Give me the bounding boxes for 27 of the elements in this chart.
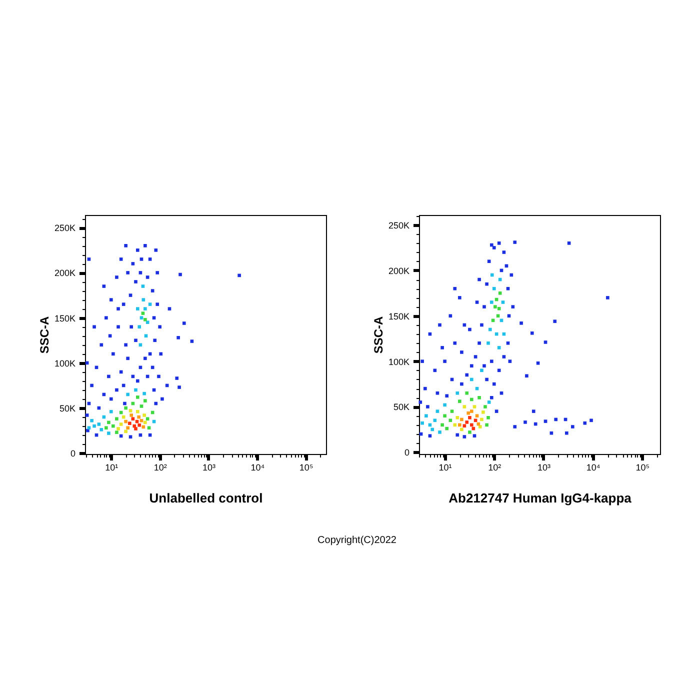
x-tick-label: 10⁴ [250,462,265,472]
y-axis-title: SSC-A [371,316,386,354]
y-tick-label: 250K [388,220,410,230]
x-tick-label: 10² [488,462,502,472]
y-tick-label: 200K [54,268,76,278]
y-tick-label: 100K [388,356,410,367]
y-tick-label: 200K [388,266,410,276]
x-tick-label: 10² [154,462,167,472]
y-tick-label: 150K [388,311,410,322]
y-tick-label: 100K [54,358,76,368]
y-axis-title: SSC-A [37,316,52,354]
x-tick-label: 10⁵ [636,462,650,472]
y-tick-label: 50K [393,402,410,412]
y-tick-label: 150K [54,313,76,324]
x-tick-label: 10³ [202,462,216,472]
x-tick-label: 10¹ [438,462,452,472]
x-axis-title: Unlabelled control [149,490,263,506]
y-tick-label: 250K [54,223,76,234]
x-tick-label: 10¹ [105,462,118,472]
x-tick-label: 10⁴ [586,462,600,472]
y-tick-label: 0 [404,448,410,458]
text: Copyright(C)2022 [318,535,397,546]
x-tick-label: 10⁵ [299,462,314,472]
y-tick-label: 0 [70,448,76,459]
x-tick-label: 10³ [537,462,550,472]
x-axis-title: Ab212747 Human IgG4-kappa [448,490,632,506]
y-tick-label: 50K [59,404,76,414]
